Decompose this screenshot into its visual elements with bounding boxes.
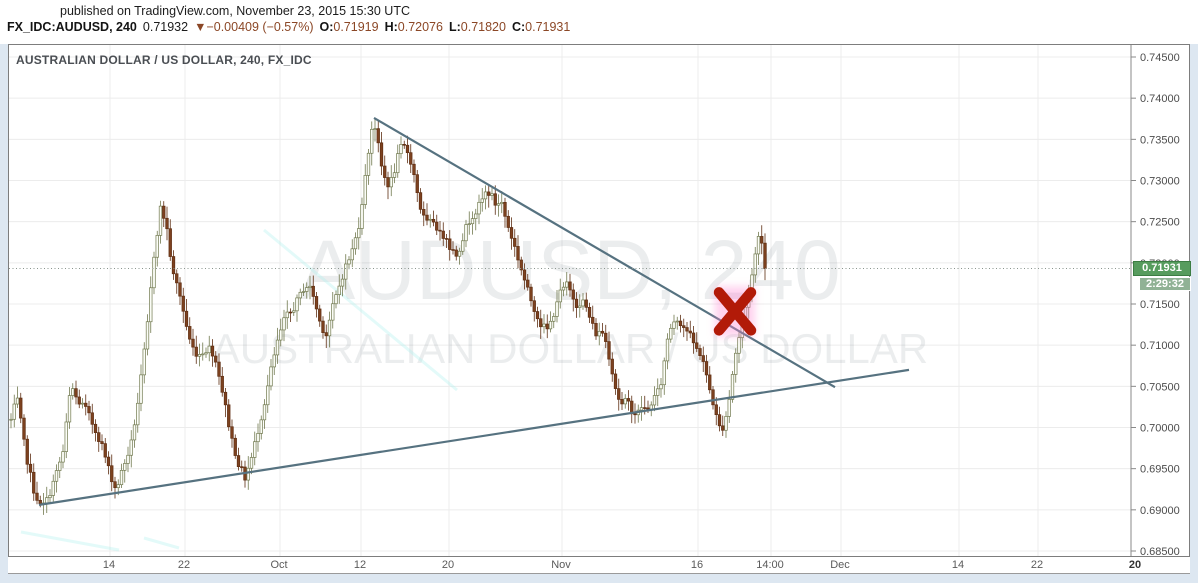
last-price-label: 0.71931: [1133, 261, 1191, 276]
svg-text:0.68500: 0.68500: [1140, 546, 1180, 556]
svg-text:0.73500: 0.73500: [1140, 134, 1180, 146]
high-value: 0.72076: [397, 20, 443, 34]
svg-text:0.71500: 0.71500: [1140, 299, 1180, 311]
time-label: Dec: [830, 559, 850, 571]
svg-text:0.74000: 0.74000: [1140, 93, 1180, 105]
symbol-quote-line: FX_IDC:AUDUSD, 240 0.71932 ▼−0.00409 (−0.5…: [7, 20, 570, 34]
time-label: 14: [951, 559, 965, 571]
chart-frame[interactable]: AUSTRALIAN DOLLAR / US DOLLAR, 240, FX_I…: [8, 44, 1191, 557]
header-bar: published on TradingView.com, November 2…: [0, 0, 1198, 44]
open-value: 0.71919: [333, 20, 379, 34]
price-axis[interactable]: 0.745000.740000.735000.730000.725000.720…: [1130, 45, 1180, 556]
close-value: 0.71931: [525, 20, 571, 34]
last-value: 0.71932: [142, 20, 189, 34]
time-label: 22: [1030, 559, 1044, 571]
time-label: 14: [102, 559, 116, 571]
close-label: C:: [511, 20, 526, 34]
time-label: 22: [177, 559, 191, 571]
trendline-ascending-support: [38, 368, 910, 506]
open-label: O:: [319, 20, 334, 34]
grid-lines: [9, 45, 1131, 556]
time-label: 12: [353, 559, 367, 571]
time-label: 16: [690, 559, 704, 571]
high-label: H:: [384, 20, 398, 34]
low-value: 0.71820: [460, 20, 506, 34]
cyan-artifacts: [20, 228, 458, 552]
svg-text:0.70500: 0.70500: [1140, 381, 1180, 393]
x-marker[interactable]: [713, 286, 757, 337]
svg-text:0.69000: 0.69000: [1140, 505, 1180, 517]
svg-text:AUSTRALIAN DOLLAR / US DOLLAR: AUSTRALIAN DOLLAR / US DOLLAR: [212, 325, 929, 372]
svg-text:0.71000: 0.71000: [1140, 340, 1180, 352]
published-caption: published on TradingView.com, November 2…: [60, 4, 410, 18]
svg-text:0.73000: 0.73000: [1140, 176, 1180, 188]
time-axis[interactable]: 14 22 Oct 12 20 Nov 16 14:00 Dec 14 22 20: [8, 557, 1190, 574]
svg-text:0.74500: 0.74500: [1140, 52, 1180, 64]
bar-countdown-label: 2:29:32: [1139, 277, 1191, 291]
change-value: −0.00409 (−0.57%): [206, 20, 314, 34]
symbol-name: FX_IDC:AUDUSD, 240: [7, 20, 137, 34]
trendlines[interactable]: [38, 116, 910, 506]
time-label: Nov: [551, 559, 571, 571]
time-label: 20: [441, 559, 455, 571]
time-label: 14:00: [756, 559, 784, 571]
trendline-descending-resistance: [373, 116, 836, 389]
svg-text:0.70000: 0.70000: [1140, 423, 1180, 435]
svg-text:0.72500: 0.72500: [1140, 217, 1180, 229]
low-label: L:: [448, 20, 461, 34]
candlestick-series[interactable]: [9, 119, 767, 515]
change-arrow-icon: ▼: [194, 20, 207, 34]
time-label: Oct: [270, 559, 288, 571]
svg-text:0.69500: 0.69500: [1140, 464, 1180, 476]
chart-title: AUSTRALIAN DOLLAR / US DOLLAR, 240, FX_I…: [16, 53, 312, 67]
time-label: 20: [1128, 559, 1142, 571]
